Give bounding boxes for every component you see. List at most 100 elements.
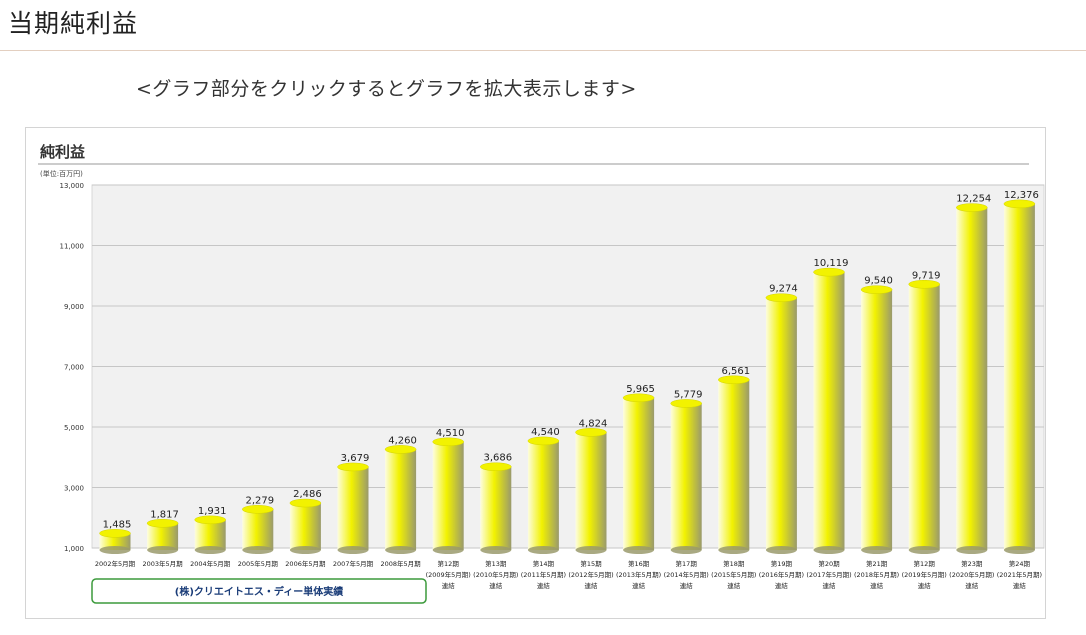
- bar-base: [670, 546, 702, 554]
- bar-cap: [1003, 199, 1036, 209]
- bar[interactable]: [718, 375, 750, 554]
- bar-cap: [813, 267, 845, 277]
- bar-value-label: 4,540: [531, 427, 560, 438]
- x-tick-label: 第13期 (2010年5月期) 連結: [473, 559, 518, 590]
- unit-label: (単位:百万円): [40, 169, 83, 178]
- annotation-box: [91, 578, 427, 604]
- bar[interactable]: [813, 267, 845, 554]
- x-tick-line: 連結: [489, 581, 503, 590]
- bar-value-label: 3,679: [341, 453, 370, 464]
- y-tick-label: 1,000: [64, 545, 84, 553]
- x-tick-line: 連結: [1013, 581, 1027, 590]
- bar-base: [575, 546, 607, 554]
- bar-cap: [480, 462, 512, 471]
- x-tick-line: (2021年5月期): [997, 570, 1042, 579]
- bar-base: [718, 546, 750, 554]
- x-tick-line: 第15期: [580, 559, 602, 568]
- y-tick-label: 11,000: [60, 243, 85, 251]
- bar-cap: [956, 203, 988, 212]
- bar-body: [670, 403, 702, 550]
- bar-value-label: 1,931: [198, 506, 227, 517]
- bar[interactable]: [384, 445, 417, 554]
- y-tick-label: 7,000: [64, 364, 84, 372]
- bar-base: [765, 546, 797, 554]
- bar-cap: [289, 498, 322, 508]
- bar[interactable]: [860, 285, 893, 554]
- x-tick-label: 2007年5月期: [333, 559, 374, 568]
- bar[interactable]: [337, 462, 369, 554]
- bar[interactable]: [622, 393, 655, 554]
- chart-frame[interactable]: 純利益 (単位:百万円) 1,000 3,000 5,000 7,000 9,000 11…: [25, 127, 1046, 619]
- bar[interactable]: [146, 519, 179, 554]
- bar[interactable]: [527, 436, 560, 554]
- x-tick-line: (2011年5月期): [521, 570, 566, 579]
- x-tick-line: (2012年5月期): [568, 570, 613, 579]
- x-tick-line: 第21期: [866, 559, 888, 568]
- x-tick-line: 第12期: [438, 559, 460, 568]
- x-tick-line: 2007年5月期: [333, 559, 374, 568]
- bar-body: [194, 519, 226, 550]
- x-tick-line: 連結: [680, 581, 694, 590]
- bar[interactable]: [575, 428, 607, 554]
- bar[interactable]: [99, 529, 131, 554]
- x-tick-line: 連結: [775, 581, 789, 590]
- y-tick-label: 5,000: [64, 424, 84, 432]
- x-tick-label: 2006年5月期: [285, 559, 326, 568]
- x-tick-label: 第14期 (2011年5月期) 連結: [521, 559, 566, 590]
- bar[interactable]: [765, 293, 798, 554]
- bar-cap: [337, 462, 369, 472]
- bar-base: [289, 546, 321, 554]
- x-tick-label: 第24期 (2021年5月期) 連結: [997, 559, 1042, 590]
- bar-base: [242, 546, 274, 554]
- x-tick-line: (2020年5月期): [949, 570, 994, 579]
- bar-body: [480, 466, 512, 550]
- x-tick-line: (2015年5月期): [711, 570, 756, 579]
- bar-base: [813, 546, 845, 554]
- x-tick-line: 第13期: [485, 559, 507, 568]
- bar[interactable]: [194, 515, 226, 554]
- x-tick-line: (2017年5月期): [806, 570, 851, 579]
- title-divider: [0, 50, 1086, 51]
- bar-body: [956, 207, 988, 550]
- bar-value-label: 9,540: [864, 276, 893, 287]
- bar-base: [861, 546, 893, 554]
- bar[interactable]: [242, 505, 274, 554]
- x-tick-label: 第23期 (2020年5月期) 連結: [949, 559, 994, 590]
- bar[interactable]: [670, 399, 702, 554]
- x-tick-label: 第15期 (2012年5月期) 連結: [568, 559, 613, 590]
- bar-cap: [384, 445, 417, 454]
- x-tick-line: 連結: [918, 581, 932, 590]
- bar-value-label: 2,486: [293, 489, 322, 500]
- bar-body: [99, 533, 131, 550]
- bar[interactable]: [908, 280, 940, 554]
- bar-value-label: 4,510: [436, 428, 465, 439]
- y-tick-label: 3,000: [64, 485, 84, 493]
- x-tick-line: 連結: [442, 581, 456, 590]
- bar-value-label: 6,561: [721, 366, 750, 377]
- bar-cap: [194, 515, 226, 525]
- bar-value-label: 12,376: [1004, 190, 1039, 201]
- x-tick-line: 第24期: [1009, 559, 1031, 568]
- bar[interactable]: [289, 498, 322, 554]
- x-tick-line: (2016年5月期): [759, 570, 804, 579]
- x-tick-label: 2005年5月期: [238, 559, 279, 568]
- bar-value-label: 12,254: [956, 194, 991, 205]
- bar-body: [908, 284, 940, 550]
- bar-value-label: 4,824: [579, 418, 608, 429]
- bar-cap: [718, 375, 750, 385]
- x-tick-line: 2005年5月期: [238, 559, 279, 568]
- bar[interactable]: [956, 203, 988, 554]
- x-tick-label: 2008年5月期: [381, 559, 422, 568]
- bar[interactable]: [432, 437, 464, 554]
- x-tick-label: 第12期 (2009年5月期) 連結: [426, 559, 471, 590]
- bar[interactable]: [480, 462, 512, 554]
- bar[interactable]: [1003, 199, 1036, 554]
- bar-body: [575, 432, 607, 550]
- x-tick-line: 連結: [965, 581, 979, 590]
- annotation-text: (株)クリエイトエス・ディー単体実績: [175, 585, 343, 598]
- x-tick-label: 2004年5月期: [190, 559, 231, 568]
- bar-value-label: 10,119: [814, 258, 849, 269]
- net-profit-chart[interactable]: 純利益 (単位:百万円) 1,000 3,000 5,000 7,000 9,000 11…: [26, 128, 1045, 618]
- x-tick-label: 第20期 (2017年5月期) 連結: [806, 559, 851, 590]
- bar-value-label: 2,279: [245, 495, 274, 506]
